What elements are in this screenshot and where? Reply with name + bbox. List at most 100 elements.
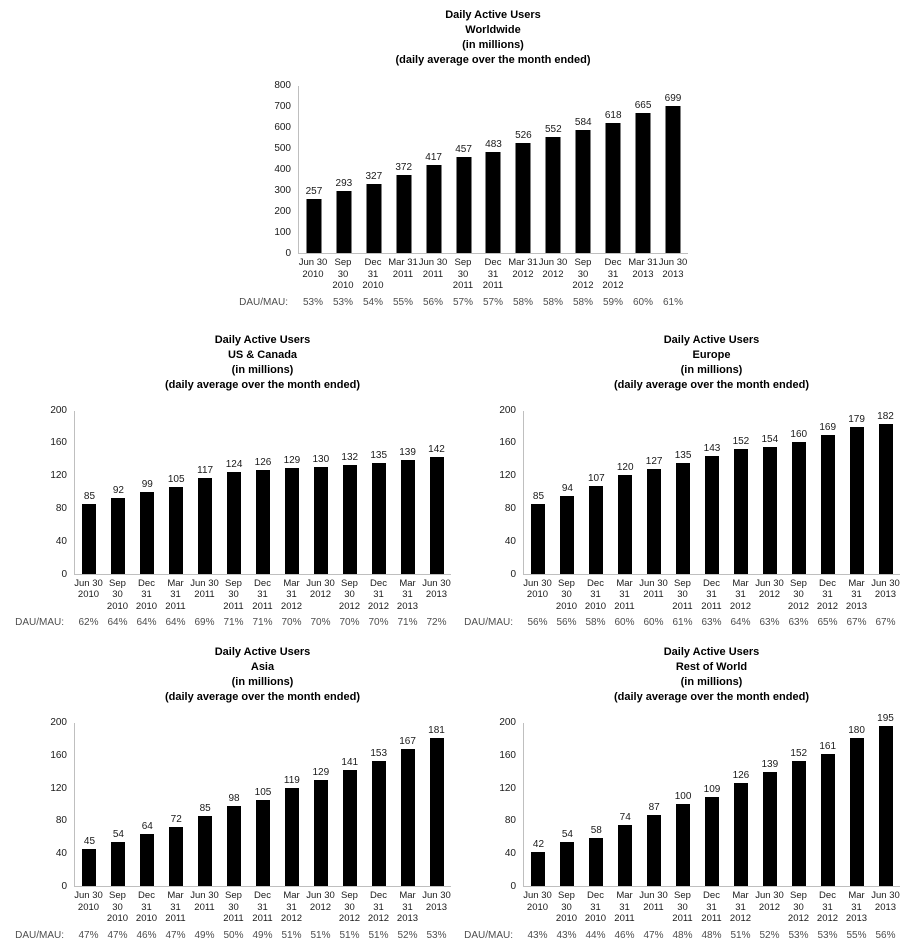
- x-axis-label: Jun 30 2012: [755, 578, 784, 613]
- bar-value-label: 152: [732, 435, 750, 447]
- bar-column: 143: [698, 411, 727, 574]
- bar: [878, 424, 893, 574]
- x-axis-label-year: 2013: [874, 589, 897, 600]
- plot-area: 0 40 80 120 160 200 45 54 64 72 85 98 105 119 129 141 15…: [6, 717, 451, 892]
- y-axis: 0 40 80 120 160 200: [455, 717, 523, 892]
- bar-column: 100: [669, 723, 698, 886]
- bar-value-label: 182: [877, 411, 894, 423]
- x-axis-label-date: Mar 31: [616, 577, 633, 601]
- x-axis-label-date: Jun 30: [523, 890, 552, 901]
- dau-mau-value: 71%: [397, 617, 418, 628]
- bar-value-label: 54: [561, 828, 573, 840]
- x-axis-label: Dec 31 2011: [478, 257, 508, 292]
- dau-mau-value: 70%: [310, 617, 331, 628]
- y-axis-tick-label: 700: [274, 101, 291, 112]
- x-axis-label: Mar 31 2011: [161, 890, 190, 925]
- x-axis-label: Jun 30 2011: [190, 578, 219, 613]
- dau-mau-value: 67%: [875, 617, 896, 628]
- bar-value-label: 119: [283, 775, 300, 787]
- x-axis-label: Dec 31 2011: [248, 890, 277, 925]
- bar-value-label: 552: [544, 124, 562, 136]
- x-axis-label: Mar 31 2013: [393, 890, 422, 925]
- x-axis-label-date: Jun 30: [538, 257, 568, 268]
- x-axis-label-year: 2011: [194, 589, 215, 600]
- chart-title-line: (daily average over the month ended): [165, 691, 360, 703]
- bar-column: 154: [755, 411, 784, 574]
- dau-mau-value: 46%: [136, 929, 157, 941]
- bar-value-label: 181: [428, 724, 445, 736]
- bar-column: 182: [871, 411, 900, 574]
- x-axis-label: Dec 31 2010: [132, 578, 161, 613]
- bar: [82, 503, 97, 574]
- x-axis-label-year: 2012: [309, 901, 332, 913]
- x-axis-label-year: 2012: [572, 280, 594, 291]
- row-bottom: Daily Active Users Asia (in millions) (dail…: [0, 645, 906, 942]
- chart-title: Daily Active Users US & Canada (in million…: [74, 333, 451, 393]
- bar-value-label: 179: [848, 413, 865, 425]
- bar-column: 372: [389, 86, 419, 253]
- x-axis-label-year: 2012: [309, 589, 332, 600]
- y-axis-tick-label: 400: [274, 164, 291, 175]
- x-axis-label-year: 2011: [643, 589, 664, 600]
- bar-value-label: 85: [532, 490, 545, 502]
- bar: [575, 130, 591, 253]
- dau-mau-value: 53%: [332, 296, 353, 308]
- bar: [342, 770, 357, 886]
- x-axis-label-year: 2011: [643, 901, 664, 913]
- bar-column: 618: [598, 86, 628, 253]
- bar-value-label: 132: [341, 452, 359, 464]
- dau-mau-value: 50%: [223, 929, 244, 941]
- x-axis-label-year: 2011: [614, 600, 635, 612]
- x-axis-label-year: 2010: [555, 600, 578, 612]
- x-axis-label-date: Mar 31: [283, 890, 300, 913]
- x-axis-label: Jun 30 2013: [871, 578, 900, 613]
- dau-mau-value: 56%: [556, 617, 577, 628]
- x-axis-label: Jun 30 2010: [298, 257, 328, 292]
- chart-title-line: Daily Active Users: [214, 646, 311, 658]
- bar-column: 552: [538, 86, 568, 253]
- chart-title-line: (in millions): [462, 39, 524, 51]
- chart-title-line: (in millions): [680, 676, 743, 688]
- dau-mau-value: 54%: [362, 296, 383, 308]
- chart-worldwide: Daily Active Users Worldwide (in millions)…: [218, 8, 688, 309]
- x-axis-label-year: 2010: [135, 600, 158, 612]
- x-axis-label: Mar 31 2011: [161, 578, 190, 613]
- bar-column: 124: [220, 411, 249, 574]
- x-axis-label-date: Mar 31: [848, 577, 865, 601]
- x-axis-label: Mar 31 2012: [277, 578, 306, 613]
- plot-area: 0 100 200 300 400 500 600 700 800 257 293 327 372 417…: [218, 80, 688, 259]
- dau-mau-label: DAU/MAU:: [464, 929, 513, 941]
- x-axis-label-date: Mar 31: [167, 577, 184, 601]
- chart-title: Daily Active Users Rest of World (in milli…: [523, 645, 900, 705]
- x-axis-label: Sep 30 2012: [784, 890, 813, 925]
- x-axis-label-year: 2010: [584, 913, 607, 924]
- bar-column: 119: [277, 723, 306, 886]
- dau-mau-value: 70%: [368, 617, 389, 628]
- bar-column: 181: [422, 723, 451, 886]
- x-axis-label-year: 2010: [106, 600, 129, 612]
- bar: [676, 804, 691, 886]
- dau-mau-value: 71%: [252, 617, 273, 628]
- x-axis-label: Mar 31 2012: [726, 890, 755, 925]
- bar-value-label: 142: [428, 444, 445, 456]
- x-axis-label-date: Mar 31: [167, 890, 184, 913]
- bar: [704, 796, 719, 886]
- bar-column: 152: [784, 723, 813, 886]
- x-axis-label-date: Jun 30: [422, 577, 451, 589]
- x-axis-label-date: Dec 31: [819, 577, 836, 601]
- plot-area: 0 40 80 120 160 200 85 92 99 105 117 124 126 129 130 13…: [6, 405, 451, 580]
- x-axis-label-date: Sep 30: [341, 890, 358, 913]
- bar: [400, 459, 415, 574]
- x-axis-label-year: 2011: [672, 913, 693, 924]
- bar-value-label: 167: [399, 736, 416, 748]
- dau-mau-value: 55%: [392, 296, 413, 308]
- dau-mau-value: 47%: [107, 929, 128, 941]
- x-axis-label-year: 2013: [425, 901, 448, 913]
- y-axis-tick-label: 160: [499, 437, 516, 449]
- bar: [198, 477, 213, 574]
- x-axis-label-date: Jun 30: [298, 257, 328, 268]
- dau-mau-value: 56%: [875, 929, 896, 941]
- bar-value-label: 139: [761, 759, 779, 771]
- x-axis-label-date: Jun 30: [639, 577, 668, 589]
